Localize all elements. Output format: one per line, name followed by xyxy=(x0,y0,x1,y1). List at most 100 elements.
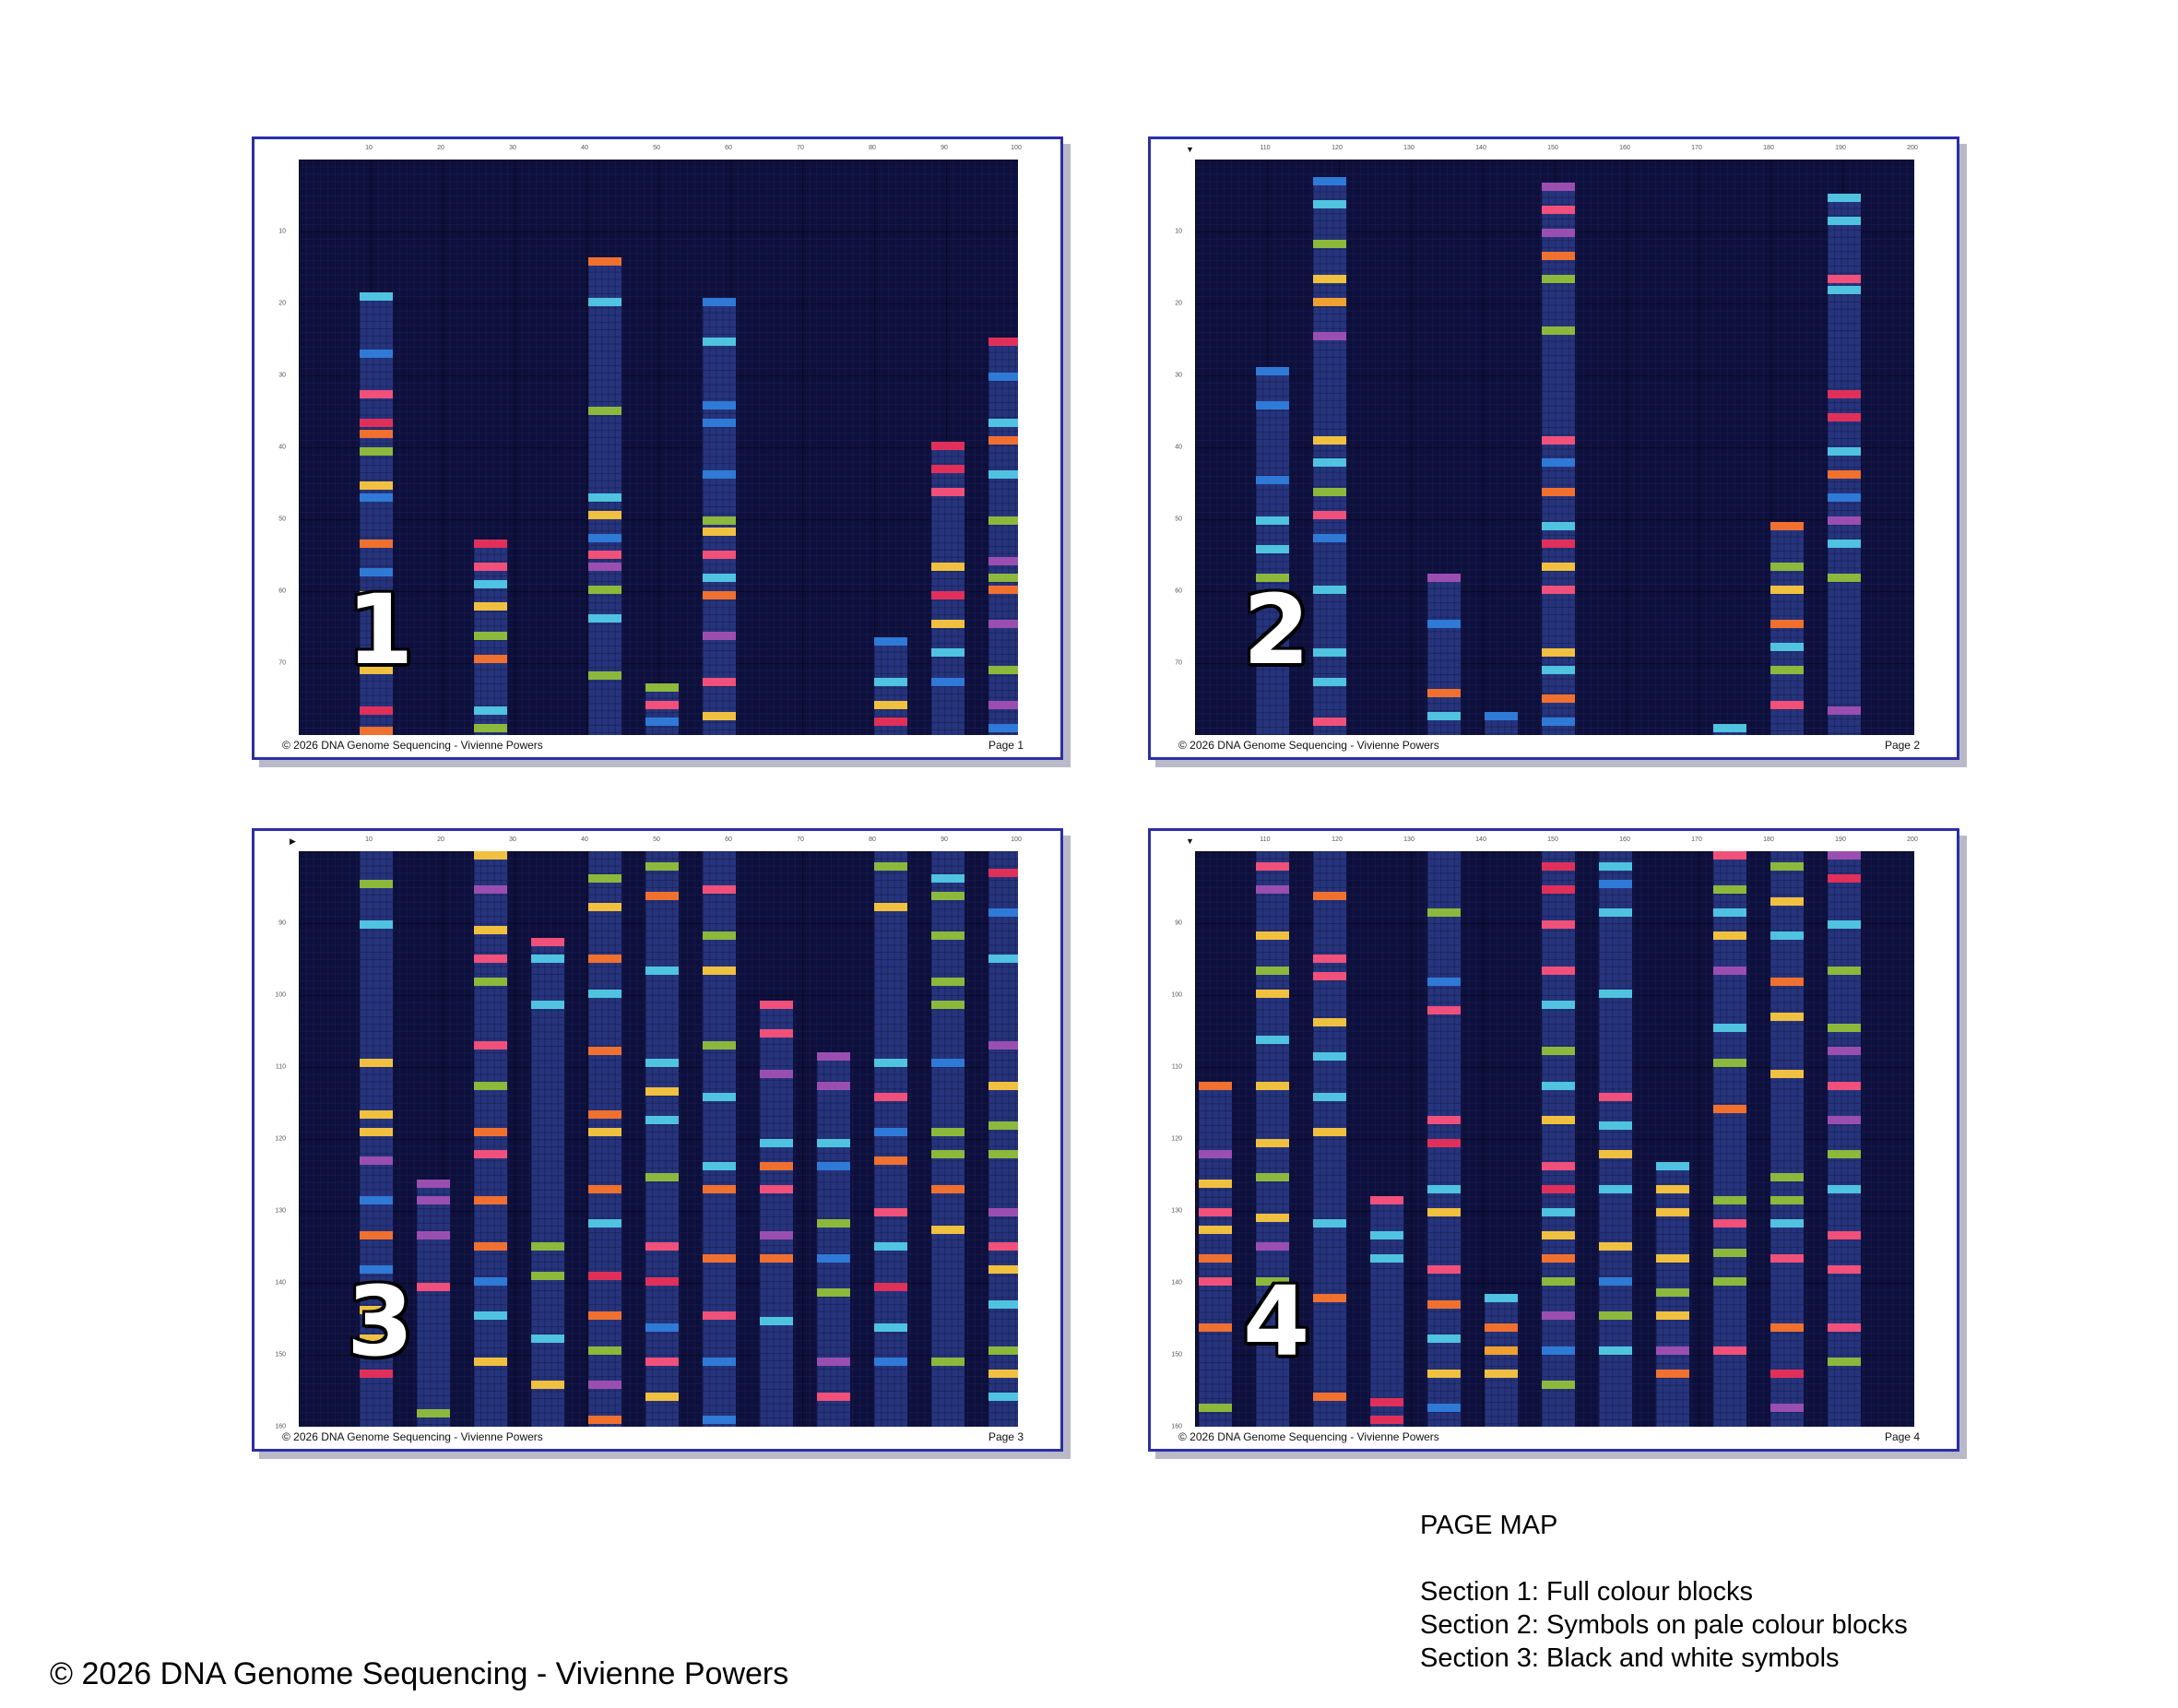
color-band xyxy=(645,1086,679,1096)
color-band xyxy=(474,602,507,611)
top-ruler-tick: 20 xyxy=(437,836,444,843)
color-band xyxy=(760,1029,793,1038)
color-band xyxy=(874,1323,907,1332)
color-band xyxy=(474,706,507,715)
color-band xyxy=(1313,510,1346,519)
color-band xyxy=(1370,1253,1403,1263)
color-band xyxy=(360,706,393,715)
top-ruler-tick: 130 xyxy=(1403,145,1415,151)
color-band xyxy=(645,1058,679,1067)
top-ruler: 10 20 30 40 50 60 70 80 90 100 xyxy=(299,145,1022,158)
color-band xyxy=(1542,1253,1575,1263)
color-band xyxy=(988,723,1018,732)
color-band xyxy=(760,1184,793,1193)
gene-column xyxy=(1485,712,1518,735)
gene-column xyxy=(988,338,1018,735)
top-ruler-tick: 30 xyxy=(509,145,516,151)
color-band xyxy=(1542,1116,1575,1125)
left-ruler-tick: 150 xyxy=(275,1351,286,1358)
gene-column xyxy=(645,851,679,1427)
color-band xyxy=(988,435,1018,445)
color-band xyxy=(760,1138,793,1147)
color-band xyxy=(1828,1265,1861,1275)
color-band xyxy=(588,1219,621,1228)
color-band xyxy=(1542,885,1575,895)
gene-column xyxy=(874,636,907,735)
color-band xyxy=(1256,574,1289,583)
color-band xyxy=(874,700,907,709)
color-band xyxy=(360,418,393,427)
color-band xyxy=(1770,620,1804,629)
color-band xyxy=(1828,574,1861,583)
color-band xyxy=(874,862,907,872)
color-band xyxy=(1770,1012,1804,1021)
color-band xyxy=(1599,1150,1632,1159)
color-band xyxy=(474,926,507,935)
color-band xyxy=(1427,1404,1461,1413)
color-band xyxy=(1828,966,1861,975)
left-ruler-tick: 50 xyxy=(1175,516,1182,523)
top-ruler-tick: 180 xyxy=(1763,836,1774,843)
color-band xyxy=(360,880,393,889)
color-band xyxy=(1199,1253,1232,1263)
color-band xyxy=(1427,1265,1461,1275)
page-number-label: 1 xyxy=(347,574,414,686)
color-band xyxy=(874,1127,907,1136)
sequence-grid xyxy=(1195,160,1914,735)
color-band xyxy=(931,1225,965,1234)
color-band xyxy=(531,1242,564,1251)
color-band xyxy=(1485,1346,1518,1355)
color-band xyxy=(588,551,621,560)
left-ruler-tick: 120 xyxy=(275,1135,286,1143)
color-band xyxy=(988,574,1018,583)
color-band xyxy=(1313,1392,1346,1401)
color-band xyxy=(1199,1081,1232,1090)
color-band xyxy=(1485,1369,1518,1378)
color-band xyxy=(588,1415,621,1424)
color-band xyxy=(1656,1369,1689,1378)
thumbnail-footer-page: Page 2 xyxy=(1884,739,1920,752)
color-band xyxy=(1828,412,1861,421)
left-ruler-tick: 10 xyxy=(1175,228,1182,235)
color-band xyxy=(1542,1207,1575,1216)
color-band xyxy=(1542,487,1575,496)
color-band xyxy=(1313,955,1346,964)
color-band xyxy=(360,349,393,358)
color-band xyxy=(1713,1058,1746,1067)
color-band xyxy=(1599,1184,1632,1193)
color-band xyxy=(1313,1017,1346,1026)
color-band xyxy=(1828,286,1861,295)
color-band xyxy=(1427,1207,1461,1216)
color-band xyxy=(703,1184,736,1193)
color-band xyxy=(1828,389,1861,398)
color-band xyxy=(1199,1225,1232,1234)
color-band xyxy=(1313,199,1346,208)
color-band xyxy=(931,1058,965,1067)
color-band xyxy=(1370,1415,1403,1424)
color-band xyxy=(360,1196,393,1205)
color-band xyxy=(931,1150,965,1159)
color-band xyxy=(931,487,965,496)
gene-column xyxy=(817,1052,850,1427)
color-band xyxy=(1313,1093,1346,1102)
color-band xyxy=(1313,435,1346,445)
color-band xyxy=(645,700,679,709)
color-band xyxy=(1542,1184,1575,1193)
color-band xyxy=(588,1109,621,1119)
color-band xyxy=(874,1156,907,1165)
left-ruler: 10 20 30 40 50 60 70 xyxy=(258,160,295,735)
left-ruler-tick: 30 xyxy=(278,372,286,379)
top-ruler-tick: 10 xyxy=(365,145,373,151)
color-band xyxy=(1313,332,1346,341)
color-band xyxy=(1313,648,1346,658)
color-band xyxy=(1427,1116,1461,1125)
color-band xyxy=(1599,880,1632,889)
color-band xyxy=(1770,896,1804,906)
top-ruler-tick: 110 xyxy=(1260,836,1271,843)
color-band xyxy=(474,1081,507,1090)
thumbnail-footer-credit: © 2026 DNA Genome Sequencing - Vivienne … xyxy=(1178,739,1439,752)
color-band xyxy=(1256,989,1289,998)
color-band xyxy=(1828,1081,1861,1090)
color-band xyxy=(588,1271,621,1280)
left-ruler-tick: 30 xyxy=(1175,372,1182,379)
